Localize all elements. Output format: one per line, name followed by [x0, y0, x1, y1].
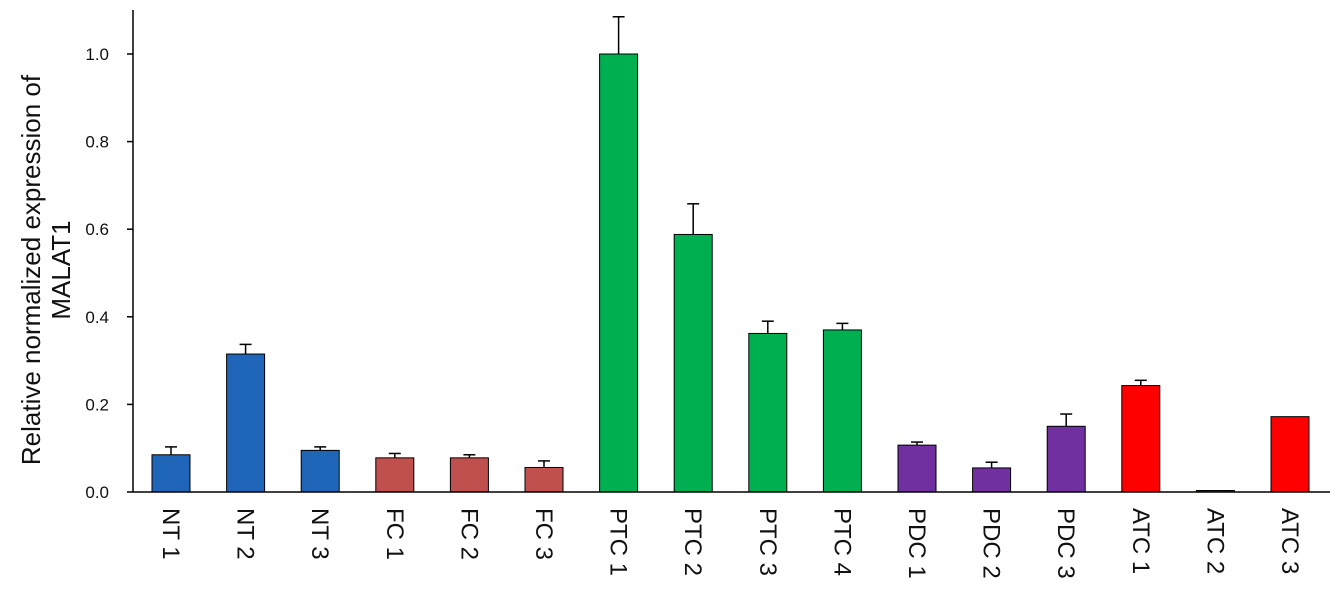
x-tick-label: PTC 4	[828, 508, 855, 576]
y-tick-label: 0.2	[85, 395, 109, 414]
bar	[822, 329, 862, 493]
bar	[151, 454, 191, 493]
x-tick-label: PTC 2	[679, 508, 706, 576]
bar	[375, 457, 415, 493]
x-tick-label: NT 2	[232, 508, 259, 560]
x-tick-label: FC 2	[455, 508, 482, 560]
x-tick-label: NT 3	[306, 508, 333, 560]
bar	[1121, 385, 1161, 493]
y-axis-title-line-2: MALAT1	[46, 220, 76, 319]
bar	[300, 449, 340, 493]
y-tick-label: 0.6	[85, 220, 109, 239]
bar	[524, 466, 564, 493]
x-tick-label: ATC 2	[1201, 508, 1228, 574]
bar	[1270, 416, 1310, 493]
y-tick-label: 0.8	[85, 133, 109, 152]
bar	[1046, 425, 1086, 493]
x-tick-label: PDC 2	[978, 508, 1005, 579]
y-tick-label: 0.4	[85, 308, 109, 327]
x-tick-label: PTC 1	[605, 508, 632, 576]
x-tick-label: PDC 3	[1052, 508, 1079, 579]
x-tick-label: PTC 3	[754, 508, 781, 576]
x-axis-labels: NT 1 NT 2 NT 3 FC 1 FC 2 FC 3 PTC 1 PTC 2 PTC 3 P…	[157, 508, 1303, 579]
y-axis-title: Relative normalized expression of MALAT1	[16, 74, 76, 465]
y-tick-label: 0.0	[85, 483, 109, 502]
y-axis-title-line-1: Relative normalized expression of	[16, 74, 46, 465]
error-bars	[165, 16, 1147, 468]
x-tick-label: FC 1	[381, 508, 408, 560]
bar	[226, 353, 266, 493]
x-tick-label: ATC 1	[1127, 508, 1154, 574]
bar	[897, 444, 937, 493]
x-tick-label: NT 1	[157, 508, 184, 560]
bar	[673, 233, 713, 493]
x-tick-label: FC 3	[530, 508, 557, 560]
x-tick-label: PDC 1	[903, 508, 930, 579]
y-axis-ticks: 0.0 0.2 0.4 0.6 0.8 1.0	[85, 45, 133, 502]
bar	[748, 332, 788, 493]
bar	[449, 457, 489, 493]
x-tick-label: ATC 3	[1276, 508, 1303, 574]
y-tick-label: 1.0	[85, 45, 109, 64]
bar	[972, 467, 1012, 493]
bar	[599, 53, 639, 493]
bars	[151, 53, 1310, 493]
